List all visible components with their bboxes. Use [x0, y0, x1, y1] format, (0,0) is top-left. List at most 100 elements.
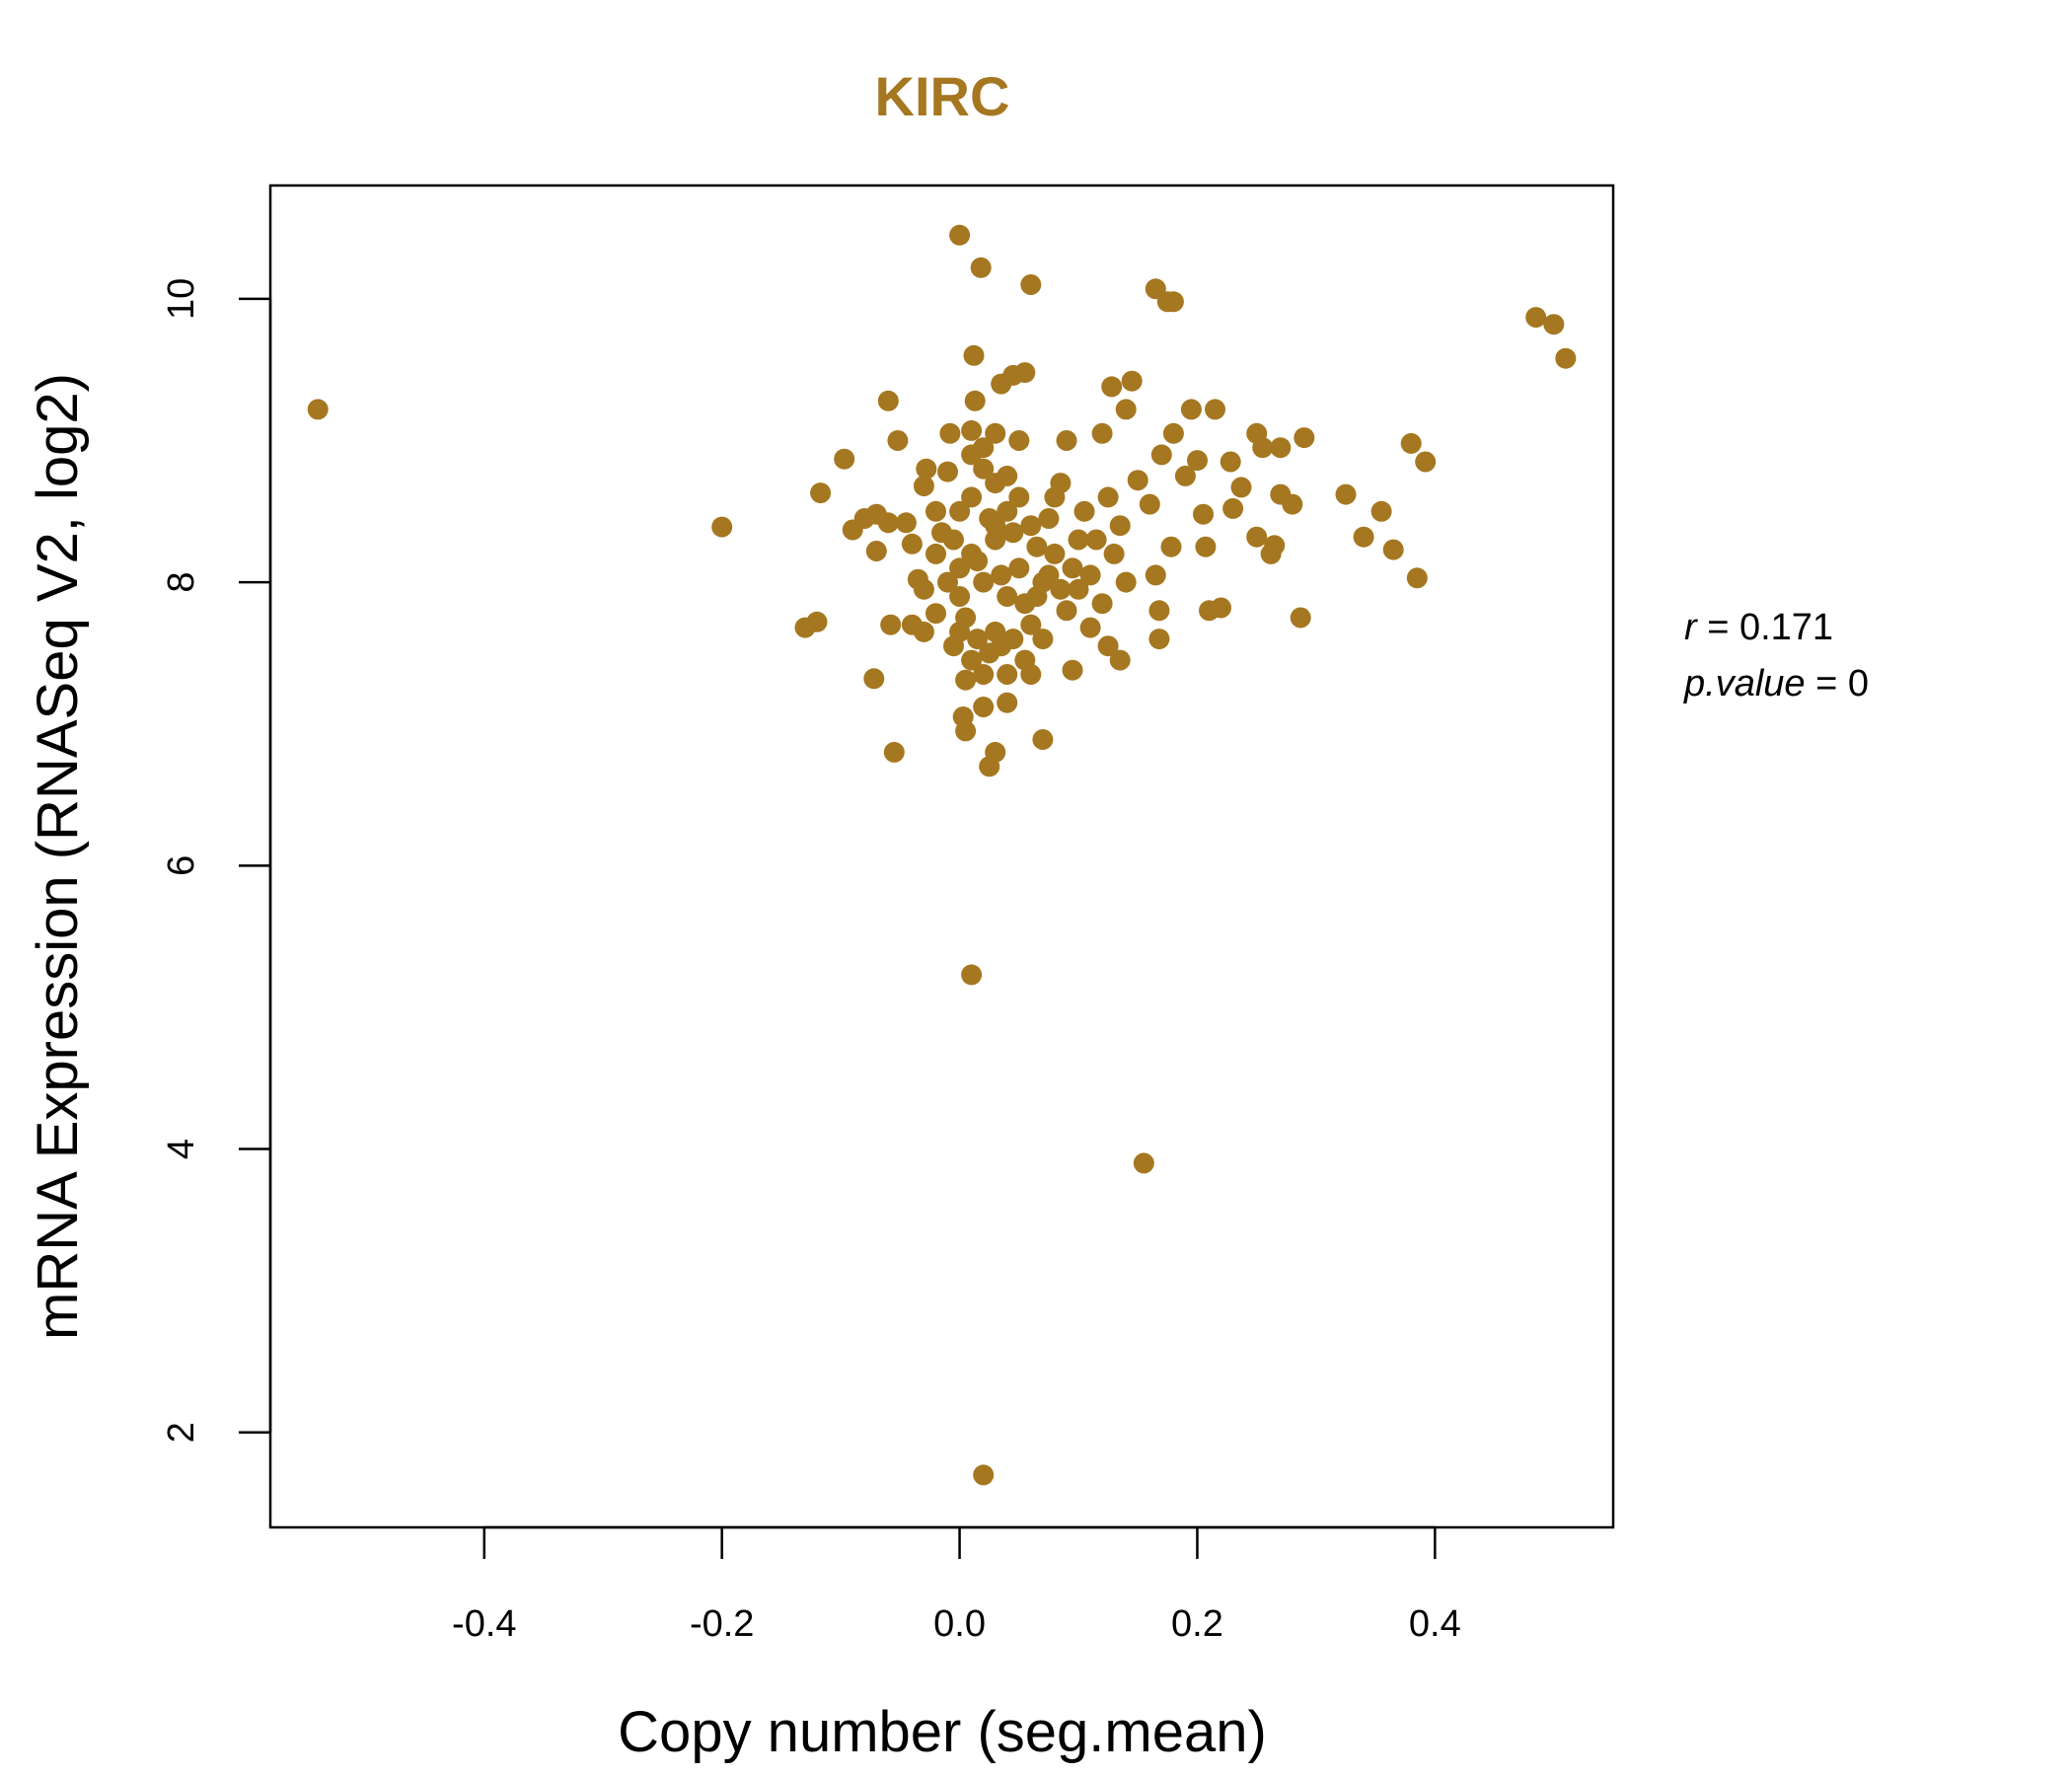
data-point-135 — [1062, 557, 1083, 579]
data-point-4 — [810, 482, 832, 504]
data-point-144 — [943, 529, 964, 551]
data-point-151 — [1026, 536, 1048, 557]
data-point-108 — [997, 586, 1018, 607]
data-point-97 — [1382, 539, 1404, 560]
data-point-71 — [1162, 291, 1184, 313]
data-point-106 — [973, 571, 995, 593]
data-point-30 — [955, 720, 977, 742]
data-point-76 — [1193, 503, 1214, 525]
r-value: 0.171 — [1739, 607, 1833, 648]
data-point-152 — [1038, 564, 1060, 586]
data-point-138 — [1097, 486, 1119, 508]
data-point-93 — [1294, 427, 1315, 449]
p-label: p.value — [1683, 663, 1806, 704]
y-tick-label-4: 10 — [161, 278, 202, 320]
data-point-161 — [901, 614, 923, 635]
data-point-94 — [1335, 483, 1357, 505]
data-point-46 — [1014, 362, 1036, 384]
data-point-83 — [1230, 477, 1252, 498]
data-point-85 — [1246, 526, 1268, 548]
data-point-126 — [913, 578, 934, 600]
data-point-3 — [806, 611, 828, 632]
data-point-159 — [1020, 664, 1042, 685]
data-point-31 — [955, 669, 977, 691]
data-point-134 — [1050, 473, 1072, 494]
data-point-123 — [1068, 529, 1089, 551]
data-point-119 — [1008, 486, 1030, 508]
data-point-65 — [1145, 564, 1166, 586]
data-point-118 — [997, 500, 1018, 522]
y-axis: 2 4 6 8 10 — [161, 278, 272, 1443]
data-point-148 — [991, 564, 1012, 586]
pvalue-annotation: p.value = 0 — [1683, 663, 1869, 704]
data-point-156 — [985, 621, 1006, 642]
data-point-162 — [1068, 578, 1089, 600]
data-point-86 — [1252, 437, 1274, 459]
data-point-137 — [1085, 529, 1107, 551]
data-point-11 — [877, 512, 899, 534]
data-point-41 — [985, 422, 1006, 444]
x-tick-label-2: 0.0 — [933, 1603, 986, 1645]
data-point-37 — [973, 1464, 995, 1486]
data-point-96 — [1370, 500, 1392, 522]
r-label: r — [1684, 607, 1698, 648]
data-point-109 — [1008, 557, 1030, 579]
data-point-114 — [949, 586, 971, 607]
data-point-59 — [1115, 399, 1137, 420]
data-point-48 — [1032, 729, 1054, 750]
data-point-66 — [1148, 629, 1170, 650]
data-point-82 — [1222, 497, 1244, 519]
data-point-27 — [949, 557, 971, 579]
data-point-72 — [1162, 422, 1184, 444]
x-tick-label-0: -0.4 — [452, 1603, 516, 1645]
data-point-10 — [863, 668, 885, 690]
data-point-52 — [1079, 617, 1101, 638]
data-point-15 — [887, 430, 909, 451]
y-axis-title: mRNA Expression (RNASeq V2, log2) — [26, 373, 90, 1340]
data-point-124 — [937, 571, 958, 593]
data-point-56 — [1103, 543, 1125, 564]
data-point-98 — [1400, 432, 1422, 454]
data-point-127 — [967, 629, 989, 650]
r-equals: = — [1707, 607, 1739, 648]
data-point-104 — [949, 500, 971, 522]
data-point-28 — [949, 224, 971, 246]
x-tick-label-1: -0.2 — [690, 1603, 754, 1645]
data-point-81 — [1220, 451, 1241, 473]
data-point-154 — [973, 664, 995, 685]
data-point-21 — [925, 500, 946, 522]
data-point-143 — [997, 465, 1018, 486]
x-axis: -0.4 -0.2 0.0 0.2 0.4 — [452, 1525, 1461, 1645]
data-point-149 — [1002, 522, 1024, 544]
data-point-38 — [973, 697, 995, 717]
data-point-47 — [1020, 274, 1042, 295]
data-point-101 — [1525, 307, 1547, 329]
data-point-25 — [939, 422, 961, 444]
x-tick-label-4: 0.4 — [1409, 1603, 1461, 1645]
y-tick-label-3: 8 — [161, 572, 202, 593]
data-point-121 — [1032, 629, 1054, 650]
data-point-103 — [1555, 347, 1577, 369]
data-point-125 — [925, 543, 946, 564]
data-point-45 — [1008, 430, 1030, 451]
data-point-61 — [1127, 470, 1148, 491]
data-point-53 — [1091, 422, 1113, 444]
data-point-77 — [1195, 536, 1217, 557]
data-point-50 — [1062, 659, 1083, 681]
y-tick-label-1: 4 — [161, 1139, 202, 1159]
data-point-99 — [1406, 567, 1428, 589]
data-point-73 — [1174, 465, 1196, 486]
data-point-113 — [1056, 600, 1077, 622]
data-point-102 — [1543, 314, 1565, 335]
data-point-120 — [1020, 614, 1042, 635]
y-tick-label-0: 2 — [161, 1422, 202, 1443]
data-point-9 — [865, 541, 887, 561]
data-point-133 — [1038, 508, 1060, 529]
data-point-54 — [1097, 635, 1119, 657]
data-point-1 — [711, 516, 733, 538]
data-point-22 — [925, 603, 946, 625]
data-point-19 — [913, 476, 934, 496]
data-point-91 — [1282, 493, 1303, 515]
x-tick-label-3: 0.2 — [1171, 1603, 1223, 1645]
